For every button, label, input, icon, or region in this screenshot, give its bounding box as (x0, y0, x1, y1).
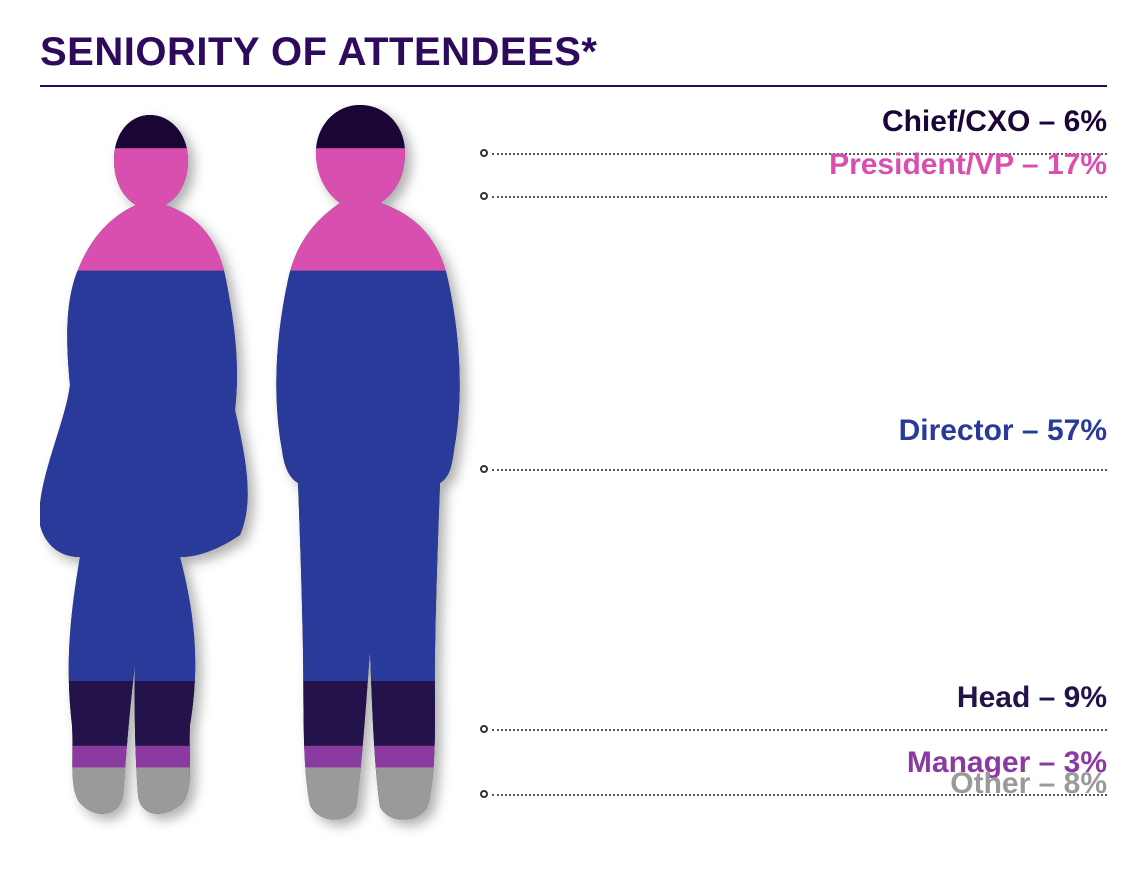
segment-manager (260, 746, 480, 769)
silhouettes-svg (40, 105, 480, 845)
segment-manager (40, 746, 270, 769)
segment-cxo (40, 105, 270, 149)
label-row-director: Director – 57% (480, 414, 1107, 476)
page-title: SENIORITY OF ATTENDEES* (40, 30, 1107, 85)
leader-dotted-line (492, 196, 1107, 198)
leader-dot-icon (480, 192, 488, 200)
segment-director (260, 271, 480, 682)
segment-vp (40, 148, 270, 271)
label-cxo: Chief/CXO – 6% (480, 105, 1107, 139)
male-silhouette (260, 105, 480, 826)
title-rule (40, 85, 1107, 87)
label-director: Director – 57% (480, 414, 1107, 448)
segment-director (40, 271, 270, 682)
leader-dotted-line (492, 729, 1107, 731)
leader-dot-icon (480, 725, 488, 733)
segment-head (260, 681, 480, 747)
leader-line-head (480, 715, 1107, 743)
label-vp: President/VP – 17% (480, 148, 1107, 182)
segment-other (260, 767, 480, 826)
silhouette-figures (40, 105, 480, 845)
segment-cxo (260, 105, 480, 149)
segment-head (40, 681, 270, 747)
leader-line-vp (480, 182, 1107, 210)
label-other: Other – 8% (480, 767, 1107, 801)
label-row-other: Other – 8% (480, 767, 1107, 829)
label-row-vp: President/VP – 17% (480, 148, 1107, 210)
seniority-chart: Chief/CXO – 6% President/VP – 17% Director… (40, 105, 1107, 845)
female-silhouette (40, 105, 270, 826)
segment-vp (260, 148, 480, 271)
segment-other (40, 767, 270, 826)
label-head: Head – 9% (480, 681, 1107, 715)
label-row-head: Head – 9% (480, 681, 1107, 743)
